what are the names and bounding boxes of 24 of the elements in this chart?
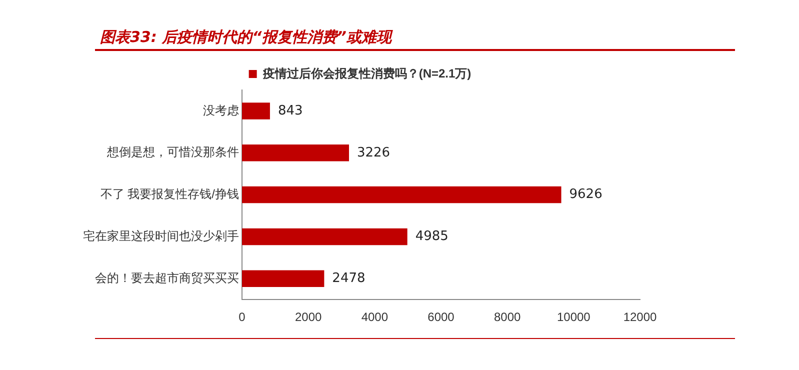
y-tick-label: 会的！要去超市商贸买买买 <box>95 270 239 285</box>
x-tick-label: 12000 <box>623 310 658 324</box>
data-label: 843 <box>278 103 303 118</box>
bar <box>242 186 562 204</box>
y-tick-label: 没考虑 <box>203 103 239 118</box>
legend-label: 疫情过后你会报复性消费吗？(N=2.1万) <box>262 66 472 80</box>
x-tick-label: 6000 <box>428 310 455 324</box>
chart-title: 图表33: 后疫情时代的“报复性消费”或难现 <box>100 28 392 47</box>
bar <box>242 144 349 162</box>
x-tick-label: 8000 <box>494 310 522 324</box>
bar <box>242 102 270 120</box>
data-label: 9626 <box>569 187 602 202</box>
data-label: 2478 <box>332 271 366 286</box>
y-tick-label: 想倒是想，可惜没那条件 <box>106 145 239 160</box>
x-tick-label: 4000 <box>361 310 388 324</box>
y-tick-label: 不了 我要报复性存钱/挣钱 <box>100 187 239 202</box>
bar <box>242 228 408 246</box>
x-tick-label: 10000 <box>556 310 591 324</box>
bar <box>242 270 324 288</box>
data-label: 4985 <box>415 229 448 244</box>
x-tick-label: 0 <box>238 310 246 324</box>
x-tick-label: 2000 <box>294 310 322 324</box>
data-label: 3226 <box>356 145 390 160</box>
y-tick-label: 宅在家里这段时间也没少剁手 <box>83 229 239 244</box>
